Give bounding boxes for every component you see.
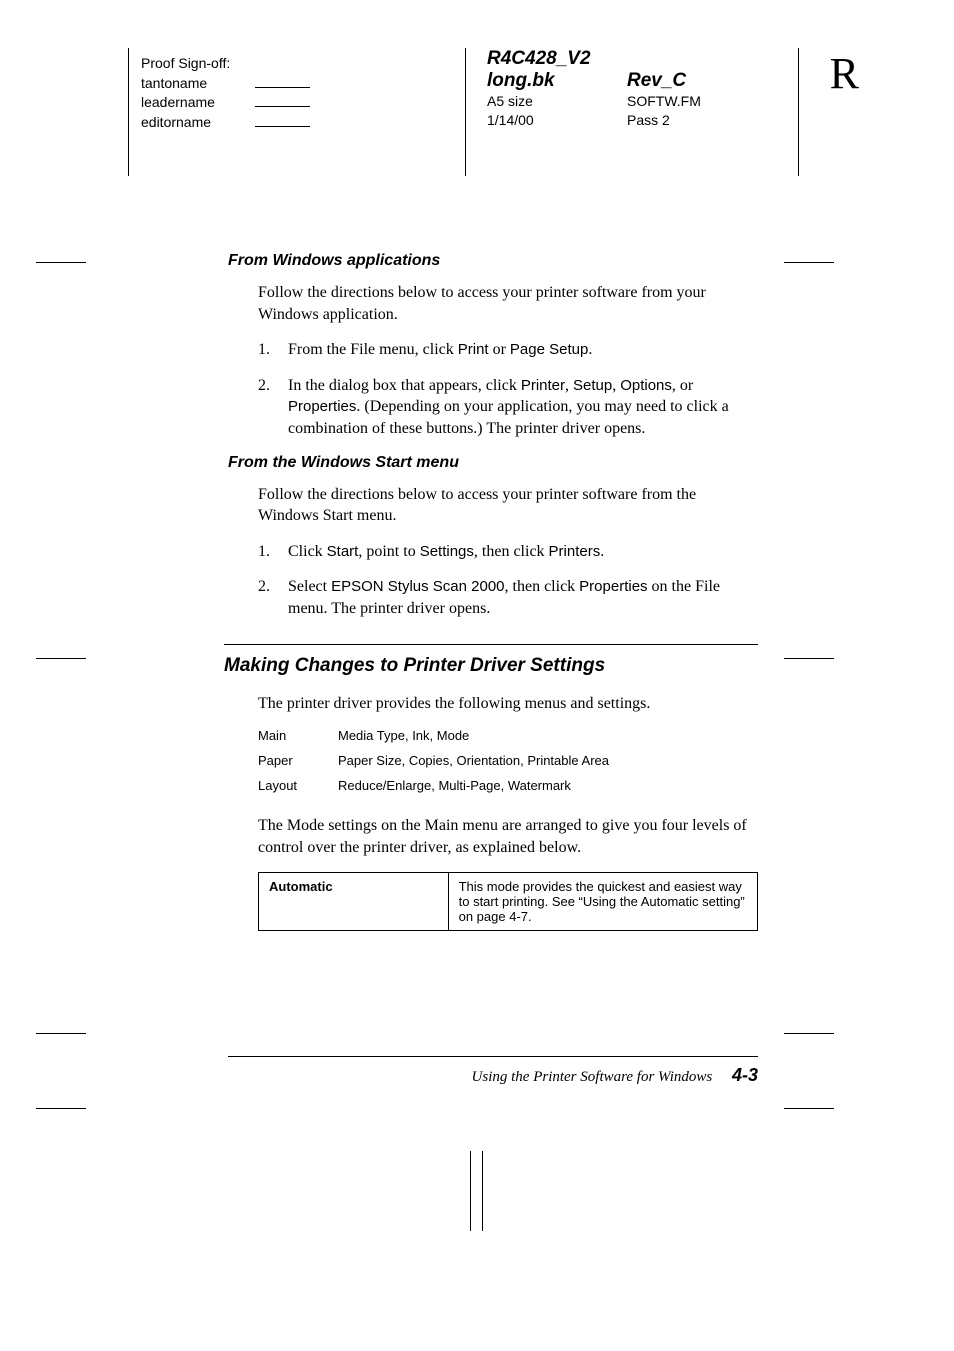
proof-line: tantoname [141, 74, 310, 94]
ui-label: Options [620, 377, 672, 394]
crop-mark [784, 658, 834, 659]
proof-signoff-block: Proof Sign-off: tantoname leadername edi… [141, 54, 310, 132]
doc-fm: SOFTW.FM [627, 92, 701, 111]
doc-pass: Pass 2 [627, 111, 670, 130]
ui-label: Printers [549, 543, 601, 560]
list-number: 2. [258, 576, 288, 619]
text: . [600, 543, 604, 560]
crop-mark [36, 1108, 86, 1109]
proof-title: Proof Sign-off: [141, 54, 310, 74]
menu-name: Main [258, 728, 338, 743]
page-footer: Using the Printer Software for Windows 4… [228, 1056, 758, 1086]
major-heading: Making Changes to Printer Driver Setting… [224, 644, 758, 677]
text: , then click [505, 578, 580, 595]
crop-mark [784, 262, 834, 263]
body-text: The printer driver provides the followin… [258, 693, 758, 715]
ordered-list: 1. Click Start, point to Settings, then … [258, 541, 758, 620]
ui-label: Page Setup [510, 341, 588, 358]
doc-file: long.bk [487, 70, 627, 92]
page-side-indicator: R [830, 48, 859, 99]
body-text: Follow the directions below to access yo… [258, 282, 758, 325]
body-text: The Mode settings on the Main menu are a… [258, 815, 758, 858]
list-item: 2. Select EPSON Stylus Scan 2000, then c… [258, 576, 758, 619]
ui-label: Start [327, 543, 359, 560]
signature-line [255, 126, 310, 127]
crop-mark [470, 1151, 471, 1231]
list-body: In the dialog box that appears, click Pr… [288, 375, 758, 440]
section-heading: From Windows applications [228, 252, 758, 270]
list-item: 1. From the File menu, click Print or Pa… [258, 339, 758, 361]
list-item: 2. In the dialog box that appears, click… [258, 375, 758, 440]
text: . [588, 341, 592, 358]
list-item: 1. Click Start, point to Settings, then … [258, 541, 758, 563]
ui-label: Print [458, 341, 489, 358]
text: Select [288, 578, 331, 595]
header-region: Proof Sign-off: tantoname leadername edi… [0, 48, 954, 183]
list-number: 2. [258, 375, 288, 440]
doc-size: A5 size [487, 92, 627, 111]
mode-desc: This mode provides the quickest and easi… [448, 873, 757, 931]
text: , or [672, 377, 693, 394]
proof-line: editorname [141, 113, 310, 133]
table-row: Main Media Type, Ink, Mode [258, 728, 758, 743]
ui-label: Printer [521, 377, 565, 394]
proof-label: leadername [141, 93, 251, 113]
menu-desc: Media Type, Ink, Mode [338, 728, 469, 743]
menu-name: Layout [258, 778, 338, 793]
ui-label: Properties [579, 578, 647, 595]
list-body: Click Start, point to Settings, then cli… [288, 541, 758, 563]
main-content: From Windows applications Follow the dir… [228, 252, 758, 931]
doc-rev: Rev_C [627, 70, 686, 92]
table-row: Automatic This mode provides the quickes… [259, 873, 758, 931]
table-row: Layout Reduce/Enlarge, Multi-Page, Water… [258, 778, 758, 793]
ui-label: Settings [420, 543, 474, 560]
text: , point to [358, 543, 419, 560]
menu-desc: Paper Size, Copies, Orientation, Printab… [338, 753, 609, 768]
list-body: From the File menu, click Print or Page … [288, 339, 758, 361]
header-divider [465, 48, 466, 176]
proof-label: editorname [141, 113, 251, 133]
ui-label: EPSON Stylus Scan 2000 [331, 578, 504, 595]
crop-mark [784, 1108, 834, 1109]
crop-mark [36, 658, 86, 659]
page-number: 4-3 [732, 1065, 758, 1085]
text: In the dialog box that appears, click [288, 377, 521, 394]
crop-mark [36, 262, 86, 263]
signature-line [255, 87, 310, 88]
doc-date: 1/14/00 [487, 111, 627, 130]
ordered-list: 1. From the File menu, click Print or Pa… [258, 339, 758, 439]
text: Click [288, 543, 327, 560]
menu-name: Paper [258, 753, 338, 768]
ui-label: Setup [573, 377, 612, 394]
crop-mark [482, 1151, 483, 1231]
ui-label: Properties [288, 398, 356, 415]
text: , then click [474, 543, 549, 560]
mode-name: Automatic [259, 873, 449, 931]
footer-title: Using the Printer Software for Windows [472, 1069, 713, 1085]
table-row: Paper Paper Size, Copies, Orientation, P… [258, 753, 758, 768]
text: or [489, 341, 510, 358]
proof-line: leadername [141, 93, 310, 113]
crop-mark [784, 1033, 834, 1034]
modes-table: Automatic This mode provides the quickes… [258, 872, 758, 931]
header-divider [128, 48, 129, 176]
list-number: 1. [258, 339, 288, 361]
text: From the File menu, click [288, 341, 458, 358]
crop-mark [36, 1033, 86, 1034]
body-text: Follow the directions below to access yo… [258, 484, 758, 527]
header-divider [798, 48, 799, 176]
menu-desc: Reduce/Enlarge, Multi-Page, Watermark [338, 778, 571, 793]
list-body: Select EPSON Stylus Scan 2000, then clic… [288, 576, 758, 619]
doc-code: R4C428_V2 [487, 48, 701, 70]
list-number: 1. [258, 541, 288, 563]
section-heading: From the Windows Start menu [228, 454, 758, 472]
text: , [565, 377, 573, 394]
menus-table: Main Media Type, Ink, Mode Paper Paper S… [258, 728, 758, 793]
text: , [612, 377, 620, 394]
proof-label: tantoname [141, 74, 251, 94]
signature-line [255, 106, 310, 107]
document-meta-block: R4C428_V2 long.bk Rev_C A5 size SOFTW.FM… [487, 48, 701, 130]
